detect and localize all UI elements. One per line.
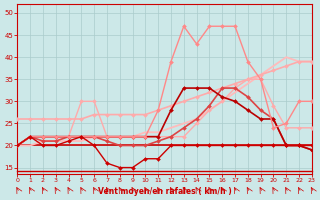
X-axis label: Vent moyen/en rafales ( km/h ): Vent moyen/en rafales ( km/h ) — [98, 187, 231, 196]
